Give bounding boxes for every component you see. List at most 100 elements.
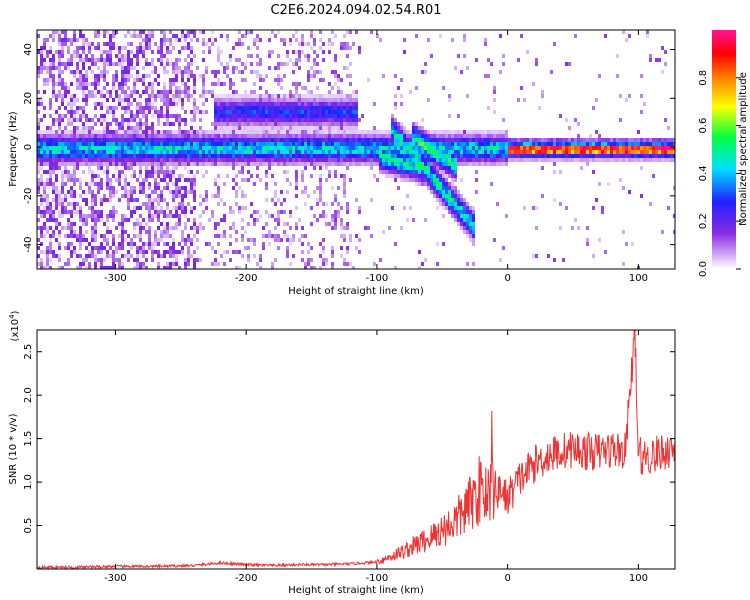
spectrogram-cell	[151, 242, 154, 246]
spectrogram-cell	[403, 158, 406, 162]
spectrogram-cell	[454, 174, 457, 178]
spectrogram-cell	[121, 170, 124, 174]
spectrogram-cell	[487, 134, 490, 138]
spectrogram-cell	[178, 162, 181, 166]
spectrogram-cell	[112, 254, 115, 258]
spectrogram-cell	[313, 74, 316, 78]
spectrogram-cell	[355, 150, 358, 154]
spectrogram-cell	[121, 162, 124, 166]
spectrogram-cell	[352, 142, 355, 146]
spectrogram-cell	[142, 262, 145, 266]
spectrogram-cell	[250, 162, 253, 166]
spectrogram-cell	[619, 146, 622, 150]
spectrogram-cell	[94, 46, 97, 50]
spectrogram-cell	[268, 242, 271, 246]
spectrogram-cell	[451, 210, 454, 214]
x-tick-label: 0	[504, 573, 510, 584]
spectrogram-cell	[214, 178, 217, 182]
spectrogram-cell	[100, 250, 103, 254]
spectrogram-cell	[235, 146, 238, 150]
spectrogram-cell	[187, 54, 190, 58]
spectrogram-cell	[337, 186, 340, 190]
spectrogram-cell	[130, 42, 133, 46]
spectrogram-cell	[466, 222, 469, 226]
spectrogram-cell	[469, 206, 472, 210]
spectrogram-cell	[154, 190, 157, 194]
spectrogram-cell	[553, 258, 556, 262]
spectrogram-cell	[502, 154, 505, 158]
spectrogram-cell	[148, 82, 151, 86]
spectrogram-cell	[70, 202, 73, 206]
spectrogram-cell	[220, 118, 223, 122]
spectrogram-cell	[97, 34, 100, 38]
spectrogram-cell	[190, 58, 193, 62]
spectrogram-cell	[616, 54, 619, 58]
spectrogram-cell	[178, 178, 181, 182]
spectrogram-cell	[175, 190, 178, 194]
spectrogram-cell	[37, 102, 40, 106]
spectrogram-cell	[127, 162, 130, 166]
spectrogram-cell	[202, 150, 205, 154]
spectrogram-cell	[667, 126, 670, 130]
spectrogram-cell	[304, 190, 307, 194]
spectrogram-cell	[133, 222, 136, 226]
spectrogram-cell	[283, 146, 286, 150]
spectrogram-cell	[235, 158, 238, 162]
spectrogram-cell	[112, 214, 115, 218]
spectrogram-cell	[289, 114, 292, 118]
spectrogram-cell	[160, 90, 163, 94]
spectrogram-cell	[163, 102, 166, 106]
spectrogram-cell	[355, 98, 358, 102]
spectrogram-cell	[136, 134, 139, 138]
spectrogram-cell	[403, 162, 406, 166]
spectrogram-cell	[577, 142, 580, 146]
spectrogram-cell	[91, 246, 94, 250]
spectrogram-cell	[523, 146, 526, 150]
spectrogram-cell	[250, 158, 253, 162]
spectrogram-cell	[331, 102, 334, 106]
spectrogram-cell	[190, 118, 193, 122]
spectrogram-cell	[295, 126, 298, 130]
spectrogram-cell	[160, 162, 163, 166]
spectrogram-cell	[202, 138, 205, 142]
spectrogram-cell	[223, 218, 226, 222]
spectrogram-cell	[85, 150, 88, 154]
spectrogram-cell	[625, 242, 628, 246]
spectrogram-cell	[247, 106, 250, 110]
spectrogram-cell	[415, 154, 418, 158]
spectrogram-cell	[454, 206, 457, 210]
spectrogram-cell	[247, 98, 250, 102]
spectrogram-cell	[301, 102, 304, 106]
spectrogram-cell	[199, 130, 202, 134]
spectrogram-cell	[148, 170, 151, 174]
spectrogram-cell	[475, 146, 478, 150]
spectrogram-cell	[232, 210, 235, 214]
spectrogram-cell	[565, 150, 568, 154]
spectrogram-cell	[103, 42, 106, 46]
spectrogram-cell	[244, 94, 247, 98]
spectrogram-cell	[331, 266, 334, 269]
spectrogram-cell	[424, 130, 427, 134]
spectrogram-cell	[169, 246, 172, 250]
spectrogram-cell	[184, 266, 187, 269]
spectrogram-cell	[406, 218, 409, 222]
spectrogram-cell	[529, 146, 532, 150]
spectrogram-cell	[88, 182, 91, 186]
spectrogram-cell	[409, 174, 412, 178]
spectrogram-cell	[295, 86, 298, 90]
spectrogram-cell	[664, 158, 667, 162]
spectrogram-cell	[658, 138, 661, 142]
spectrogram-cell	[82, 106, 85, 110]
spectrogram-cell	[223, 142, 226, 146]
spectrogram-cell	[163, 142, 166, 146]
spectrogram-cell	[139, 110, 142, 114]
spectrogram-cell	[400, 166, 403, 170]
spectrogram-cell	[79, 178, 82, 182]
spectrogram-cell	[148, 110, 151, 114]
spectrogram-cell	[481, 154, 484, 158]
spectrogram-cell	[124, 110, 127, 114]
spectrogram-cell	[97, 258, 100, 262]
spectrogram-cell	[295, 94, 298, 98]
spectrogram-cell	[457, 134, 460, 138]
spectrogram-cell	[268, 162, 271, 166]
